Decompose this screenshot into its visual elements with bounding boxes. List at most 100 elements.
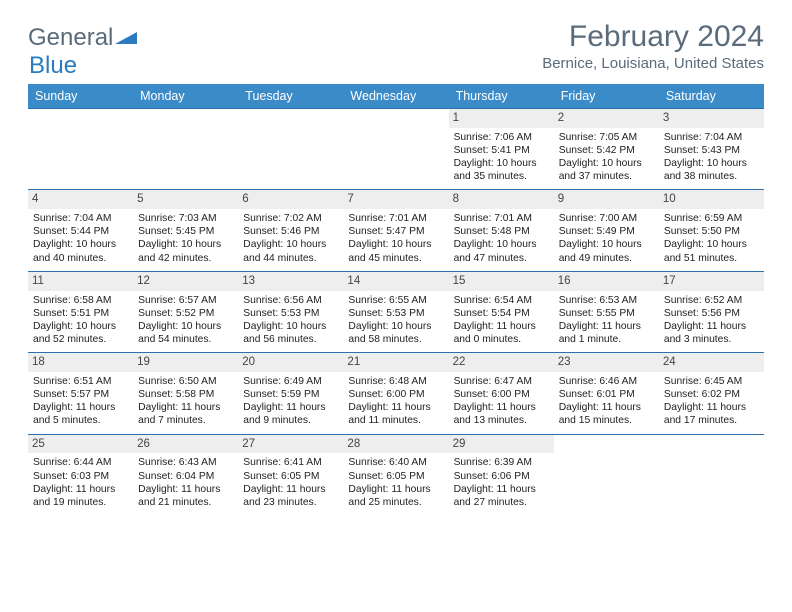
sunset-text: Sunset: 5:48 PM — [454, 225, 549, 238]
day-number: 20 — [238, 353, 343, 372]
day-header: Friday — [554, 84, 659, 108]
sunset-text: Sunset: 5:43 PM — [664, 144, 759, 157]
sunrise-text: Sunrise: 6:49 AM — [243, 375, 338, 388]
sunrise-text: Sunrise: 7:06 AM — [454, 131, 549, 144]
day-number: 29 — [449, 435, 554, 454]
day-number: 12 — [133, 272, 238, 291]
month-title: February 2024 — [542, 20, 764, 54]
sunset-text: Sunset: 5:51 PM — [33, 307, 128, 320]
calendar-weeks: 1Sunrise: 7:06 AMSunset: 5:41 PMDaylight… — [28, 108, 764, 515]
day-number: 26 — [133, 435, 238, 454]
calendar-cell: 11Sunrise: 6:58 AMSunset: 5:51 PMDayligh… — [28, 272, 133, 352]
daylight-text: Daylight: 10 hours and 51 minutes. — [664, 238, 759, 264]
calendar-cell — [659, 435, 764, 515]
daylight-text: Daylight: 11 hours and 11 minutes. — [348, 401, 443, 427]
daylight-text: Daylight: 10 hours and 49 minutes. — [559, 238, 654, 264]
day-number: 5 — [133, 190, 238, 209]
day-header: Wednesday — [343, 84, 448, 108]
sunset-text: Sunset: 5:49 PM — [559, 225, 654, 238]
sunset-text: Sunset: 5:59 PM — [243, 388, 338, 401]
daylight-text: Daylight: 11 hours and 15 minutes. — [559, 401, 654, 427]
sunrise-text: Sunrise: 6:44 AM — [33, 456, 128, 469]
calendar-cell: 19 Sunrise: 6:50 AMSunset: 5:58 PMDayligh… — [133, 353, 238, 433]
daylight-text: Daylight: 10 hours and 38 minutes. — [664, 157, 759, 183]
calendar-cell: 7Sunrise: 7:01 AMSunset: 5:47 PMDaylight… — [343, 190, 448, 270]
day-number: 8 — [449, 190, 554, 209]
calendar-week: 1Sunrise: 7:06 AMSunset: 5:41 PMDaylight… — [28, 108, 764, 189]
sunset-text: Sunset: 5:41 PM — [454, 144, 549, 157]
calendar-cell: 10Sunrise: 6:59 AMSunset: 5:50 PMDayligh… — [659, 190, 764, 270]
daylight-text: Daylight: 11 hours and 7 minutes. — [138, 401, 233, 427]
day-header: Saturday — [659, 84, 764, 108]
calendar-cell: 21Sunrise: 6:48 AMSunset: 6:00 PMDayligh… — [343, 353, 448, 433]
calendar: Sunday Monday Tuesday Wednesday Thursday… — [28, 84, 764, 515]
calendar-cell: 12Sunrise: 6:57 AMSunset: 5:52 PMDayligh… — [133, 272, 238, 352]
daylight-text: Daylight: 10 hours and 56 minutes. — [243, 320, 338, 346]
daylight-text: Daylight: 10 hours and 40 minutes. — [33, 238, 128, 264]
calendar-cell — [28, 109, 133, 189]
calendar-cell: 15Sunrise: 6:54 AMSunset: 5:54 PMDayligh… — [449, 272, 554, 352]
calendar-cell: 16Sunrise: 6:53 AMSunset: 5:55 PMDayligh… — [554, 272, 659, 352]
logo-triangle-icon — [115, 24, 137, 52]
day-number: 25 — [28, 435, 133, 454]
sunrise-text: Sunrise: 7:01 AM — [348, 212, 443, 225]
daylight-text: Daylight: 10 hours and 37 minutes. — [559, 157, 654, 183]
calendar-cell: 2Sunrise: 7:05 AMSunset: 5:42 PMDaylight… — [554, 109, 659, 189]
daylight-text: Daylight: 11 hours and 25 minutes. — [348, 483, 443, 509]
day-number: 24 — [659, 353, 764, 372]
sunrise-text: Sunrise: 6:48 AM — [348, 375, 443, 388]
sunset-text: Sunset: 5:58 PM — [138, 388, 233, 401]
sunset-text: Sunset: 6:04 PM — [138, 470, 233, 483]
sunrise-text: Sunrise: 6:56 AM — [243, 294, 338, 307]
day-number: 9 — [554, 190, 659, 209]
sunrise-text: Sunrise: 7:00 AM — [559, 212, 654, 225]
sunset-text: Sunset: 5:44 PM — [33, 225, 128, 238]
day-number: 1 — [449, 109, 554, 128]
daylight-text: Daylight: 10 hours and 45 minutes. — [348, 238, 443, 264]
daylight-text: Daylight: 11 hours and 1 minute. — [559, 320, 654, 346]
day-number: 6 — [238, 190, 343, 209]
daylight-text: Daylight: 11 hours and 19 minutes. — [33, 483, 128, 509]
day-number: 3 — [659, 109, 764, 128]
day-header: Tuesday — [238, 84, 343, 108]
sunset-text: Sunset: 6:05 PM — [348, 470, 443, 483]
location-text: Bernice, Louisiana, United States — [542, 55, 764, 72]
day-header: Thursday — [449, 84, 554, 108]
sunrise-text: Sunrise: 6:50 AM — [138, 375, 233, 388]
sunrise-text: Sunrise: 6:58 AM — [33, 294, 128, 307]
calendar-cell: 28Sunrise: 6:40 AMSunset: 6:05 PMDayligh… — [343, 435, 448, 515]
sunrise-text: Sunrise: 7:04 AM — [664, 131, 759, 144]
day-number: 14 — [343, 272, 448, 291]
daylight-text: Daylight: 11 hours and 13 minutes. — [454, 401, 549, 427]
calendar-week: 4Sunrise: 7:04 AMSunset: 5:44 PMDaylight… — [28, 189, 764, 270]
daylight-text: Daylight: 11 hours and 23 minutes. — [243, 483, 338, 509]
calendar-cell: 24Sunrise: 6:45 AMSunset: 6:02 PMDayligh… — [659, 353, 764, 433]
daylight-text: Daylight: 10 hours and 54 minutes. — [138, 320, 233, 346]
sunset-text: Sunset: 6:05 PM — [243, 470, 338, 483]
sunrise-text: Sunrise: 6:46 AM — [559, 375, 654, 388]
daylight-text: Daylight: 10 hours and 58 minutes. — [348, 320, 443, 346]
day-number: 4 — [28, 190, 133, 209]
day-number: 16 — [554, 272, 659, 291]
calendar-cell: 9 Sunrise: 7:00 AMSunset: 5:49 PMDaylight… — [554, 190, 659, 270]
day-number: 18 — [28, 353, 133, 372]
daylight-text: Daylight: 10 hours and 35 minutes. — [454, 157, 549, 183]
sunrise-text: Sunrise: 6:47 AM — [454, 375, 549, 388]
calendar-cell: 3 Sunrise: 7:04 AMSunset: 5:43 PMDaylight… — [659, 109, 764, 189]
calendar-cell: 6Sunrise: 7:02 AMSunset: 5:46 PMDaylight… — [238, 190, 343, 270]
daylight-text: Daylight: 11 hours and 9 minutes. — [243, 401, 338, 427]
sunset-text: Sunset: 5:57 PM — [33, 388, 128, 401]
calendar-cell — [133, 109, 238, 189]
sunrise-text: Sunrise: 6:39 AM — [454, 456, 549, 469]
title-block: February 2024 Bernice, Louisiana, United… — [542, 20, 764, 72]
day-number: 10 — [659, 190, 764, 209]
sunset-text: Sunset: 5:53 PM — [243, 307, 338, 320]
sunset-text: Sunset: 6:02 PM — [664, 388, 759, 401]
day-number: 19 — [133, 353, 238, 372]
day-number: 2 — [554, 109, 659, 128]
brand-part2: Blue — [29, 52, 77, 79]
calendar-cell: 23Sunrise: 6:46 AMSunset: 6:01 PMDayligh… — [554, 353, 659, 433]
sunset-text: Sunset: 5:54 PM — [454, 307, 549, 320]
sunset-text: Sunset: 6:06 PM — [454, 470, 549, 483]
sunrise-text: Sunrise: 6:45 AM — [664, 375, 759, 388]
